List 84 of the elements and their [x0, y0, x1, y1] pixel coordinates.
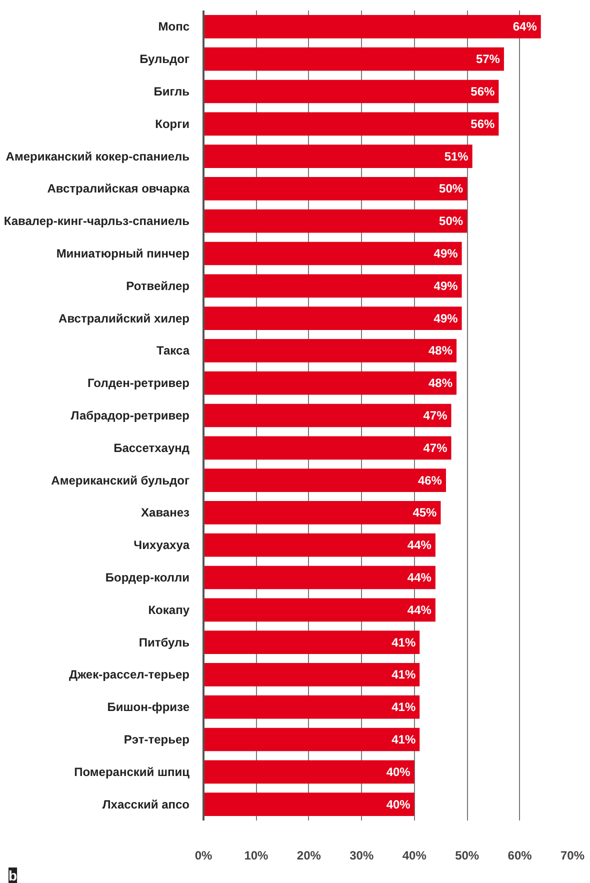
y-tick-label: Австралийская овчарка [47, 182, 190, 196]
data-label: 56% [470, 84, 496, 98]
data-label: 44% [407, 538, 432, 552]
data-label: 41% [392, 700, 416, 714]
bar [204, 760, 414, 784]
data-label: 40% [386, 797, 411, 812]
y-tick-label: Кокапу [148, 602, 190, 617]
bar [204, 695, 420, 719]
bar [204, 371, 457, 395]
x-tick-label: 20% [296, 848, 322, 862]
x-tick-label: 40% [402, 848, 427, 862]
bar [204, 468, 446, 492]
bar [204, 533, 436, 557]
y-tick-label: Американский бульдог [51, 473, 190, 488]
bar [204, 663, 420, 686]
data-label: 48% [428, 376, 453, 390]
data-label: 41% [392, 635, 416, 650]
y-tick-label: Бульдог [140, 52, 190, 66]
y-tick-label: Американский кокер-спаниель [6, 149, 190, 164]
x-tick-label: 30% [350, 848, 374, 862]
bar [204, 177, 468, 200]
data-label: 51% [444, 149, 469, 164]
y-tick-label: Такса [156, 344, 190, 358]
data-label: 49% [434, 278, 458, 293]
data-label: 45% [412, 506, 438, 520]
y-tick-label: Лабрадор-ретривер [70, 408, 190, 422]
bar [204, 501, 441, 524]
y-tick-label: Рэт-терьер [124, 732, 190, 746]
y-tick-label: Миниатюрный пинчер [56, 246, 190, 260]
y-tick-label: Джек-рассел-терьер [69, 668, 190, 682]
data-label: 56% [470, 116, 496, 131]
data-label: 57% [476, 52, 500, 66]
data-label: 41% [392, 732, 416, 746]
bar [204, 728, 420, 752]
y-tick-label: Чихуахуа [134, 538, 190, 552]
data-label: 40% [386, 764, 411, 779]
data-label: 49% [434, 311, 458, 326]
data-label: 44% [407, 602, 432, 617]
bar [204, 242, 462, 266]
y-tick-label: Кавалер-кинг-чарльз-спаниель [4, 214, 190, 228]
y-tick-label: Ротвейлер [126, 278, 190, 293]
y-tick-label: Бассетхаунд [114, 440, 190, 455]
data-label: 47% [423, 408, 448, 422]
text: b [8, 868, 18, 883]
y-tick-label: Мопс [158, 20, 190, 34]
data-label: 46% [418, 473, 442, 488]
bar [204, 339, 457, 362]
x-tick-label: 10% [244, 848, 269, 862]
x-tick-label: 50% [455, 848, 480, 862]
y-tick-label: Бигль [154, 84, 190, 98]
data-label: 48% [428, 344, 453, 358]
bar [204, 630, 420, 654]
bar [204, 274, 462, 298]
data-label: 44% [407, 570, 432, 584]
bar [204, 209, 468, 233]
y-tick-label: Бишон-фризе [107, 700, 190, 714]
bar [204, 598, 436, 622]
bar [204, 436, 452, 460]
y-tick-label: Корги [155, 116, 190, 131]
bar [204, 404, 452, 428]
y-tick-label: Бордер-колли [105, 570, 190, 584]
y-tick-label: Лхасский апсо [102, 797, 190, 812]
data-label: 50% [439, 214, 464, 228]
bar [204, 566, 436, 590]
data-label: 49% [434, 246, 458, 260]
bar [204, 80, 499, 104]
data-label: 47% [423, 440, 448, 455]
y-tick-label: Питбуль [138, 635, 190, 650]
y-tick-label: Австралийский хилер [58, 311, 190, 326]
bar [204, 792, 414, 816]
bar [204, 144, 472, 168]
x-tick-label: 0% [194, 848, 212, 862]
bar [204, 47, 504, 71]
x-tick-label: 70% [560, 848, 585, 862]
y-tick-label: Голден-ретривер [87, 376, 190, 390]
bar [204, 15, 541, 38]
bar [204, 306, 462, 330]
y-tick-label: Померанский шпиц [74, 764, 190, 779]
x-tick-label: 60% [508, 848, 532, 862]
bar [204, 112, 499, 136]
data-label: 41% [392, 668, 416, 682]
y-tick-label: Хаванез [141, 506, 190, 520]
data-label: 50% [439, 182, 464, 196]
data-label: 64% [512, 20, 538, 34]
